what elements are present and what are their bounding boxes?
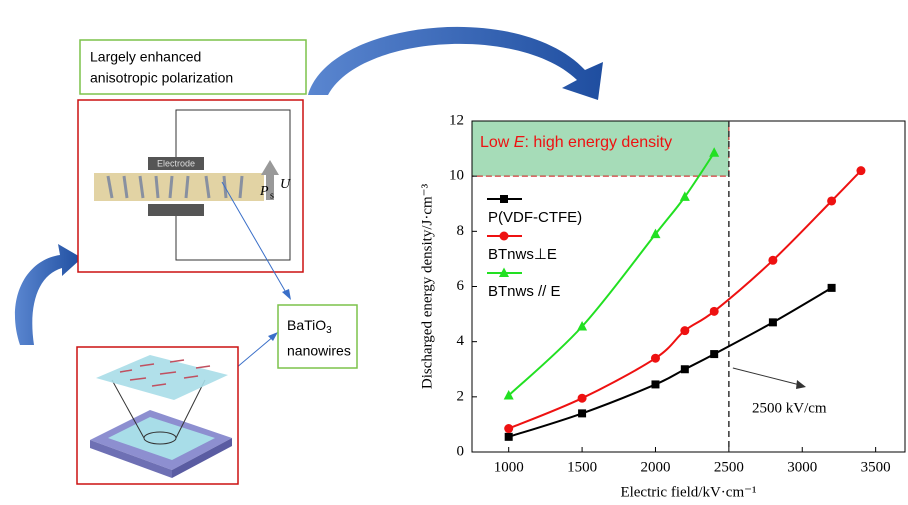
polarization-label: anisotropic polarization — [90, 70, 233, 86]
threshold-label: 2500 kV/cm — [752, 400, 827, 416]
legend-label: BTnws⊥E — [488, 246, 557, 263]
x-axis-label: Electric field/kV·cm⁻¹ — [620, 484, 756, 500]
x-tick-label: 1500 — [567, 459, 597, 475]
y-axis-label: Discharged energy density/J·cm⁻³ — [419, 183, 435, 389]
marker — [504, 424, 513, 433]
y-tick-label: 10 — [449, 168, 464, 184]
threshold-pointer-head — [796, 380, 806, 389]
legend-label: BTnws // E — [488, 283, 561, 300]
y-tick-label: 12 — [449, 112, 464, 128]
u-label: U — [280, 177, 291, 192]
polarization-label: Largely enhanced — [90, 49, 201, 65]
marker — [769, 318, 777, 326]
nanowire-label: nanowires — [287, 343, 351, 359]
arc-arrow — [15, 244, 82, 345]
highlight-label-part: Low — [480, 134, 514, 151]
y-tick-label: 4 — [457, 333, 465, 349]
y-tick-label: 2 — [457, 388, 465, 404]
marker — [828, 284, 836, 292]
x-tick-label: 2500 — [714, 459, 744, 475]
p-subscript: s — [270, 190, 274, 201]
highlight-label-part: E — [514, 134, 525, 151]
x-tick-label: 3500 — [861, 459, 891, 475]
highlight-label: Low E: high energy density — [480, 134, 672, 151]
legend-marker — [500, 232, 509, 241]
marker — [651, 354, 660, 363]
marker — [710, 350, 718, 358]
chart: Low E: high energy density 0 2 4 6 8 10 12 1000 1… — [419, 112, 905, 500]
marker — [680, 326, 689, 335]
y-tick-label: 6 — [457, 278, 465, 294]
marker — [710, 307, 719, 316]
marker — [578, 409, 586, 417]
marker — [827, 196, 836, 205]
y-tick-label: 0 — [457, 443, 465, 459]
x-tick-label: 2000 — [640, 459, 670, 475]
threshold-pointer — [733, 368, 800, 385]
marker — [681, 365, 689, 373]
x-tick-label: 1000 — [494, 459, 524, 475]
x-tick-label: 3000 — [787, 459, 817, 475]
arc-arrow — [308, 27, 603, 100]
highlight-label-part: : high energy density — [524, 134, 672, 151]
p-label: P — [259, 184, 269, 199]
electrode-label: Electrode — [157, 158, 195, 168]
marker — [651, 380, 659, 388]
film — [94, 173, 264, 201]
legend-marker — [500, 195, 508, 203]
pointer-head — [282, 289, 291, 300]
marker — [768, 256, 777, 265]
electrode — [148, 204, 204, 216]
series-line — [509, 153, 714, 396]
legend-label: P(VDF-CTFE) — [488, 209, 582, 226]
marker — [505, 433, 513, 441]
marker — [856, 166, 865, 175]
figure: Largely enhanced anisotropic polarizatio… — [0, 0, 908, 505]
marker — [578, 394, 587, 403]
y-tick-label: 8 — [457, 223, 465, 239]
